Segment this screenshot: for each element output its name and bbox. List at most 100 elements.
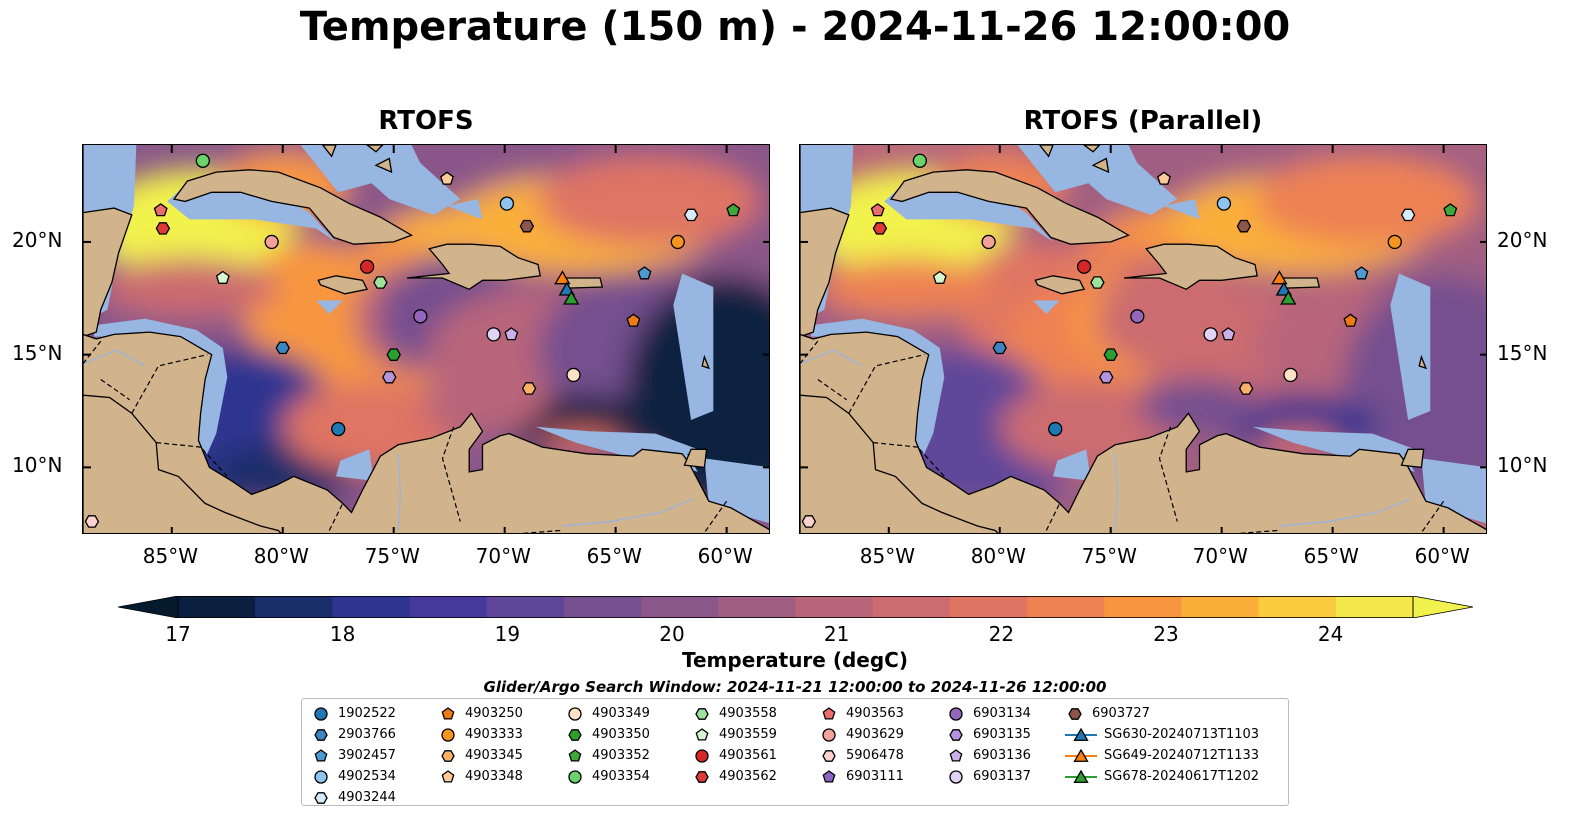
circle-marker-icon: [949, 769, 963, 784]
legend-label: 4903558: [719, 706, 777, 721]
legend-label: SG630-20240713T1103: [1104, 727, 1260, 742]
legend-entry: 3902457: [310, 745, 396, 766]
observation-marker-4903559: [932, 270, 947, 284]
hexagon-marker-icon: [568, 728, 582, 741]
land-bahamas-b: [366, 145, 384, 153]
country-border: [520, 529, 561, 533]
triangle-marker-icon: [1065, 769, 1097, 783]
legend-entry: 4903558: [691, 703, 777, 724]
y-tick-label-left: 15°N: [12, 340, 63, 365]
legend-entry: 6903111: [818, 766, 904, 787]
country-border: [100, 379, 130, 401]
observation-marker-4903244: [1400, 208, 1416, 222]
temperature-patch: [1137, 379, 1262, 434]
observation-marker-6903134: [413, 309, 428, 324]
observation-marker-4903561: [1076, 259, 1092, 274]
observation-marker-4903352: [1443, 203, 1458, 217]
circle-marker-icon: [441, 727, 455, 742]
observation-marker-2903766: [275, 341, 290, 355]
legend: 1902522 2903766 3902457 4902534 4903244 49032…: [301, 698, 1289, 806]
pentagon-marker-icon: [568, 748, 582, 762]
colorbar-under-arrow: [118, 596, 179, 618]
hexagon-marker-icon: [949, 728, 963, 741]
panel-title-rtofs: RTOFS: [378, 106, 474, 136]
land-bahamas-a: [321, 145, 337, 158]
x-tick-label: 60°W: [1414, 544, 1470, 568]
observation-marker-4903558: [1090, 276, 1105, 289]
legend-column: 4903250 4903333 4903345 4903348: [437, 703, 523, 787]
x-tick-label: 75°W: [364, 544, 420, 568]
temperature-patch: [100, 257, 279, 317]
shelf-pedro-bank: [1033, 300, 1060, 315]
river: [397, 453, 402, 531]
legend-entry: 4903350: [564, 724, 650, 745]
legend-entry: 4903352: [564, 745, 650, 766]
legend-label: 4903345: [465, 748, 523, 763]
country-border: [800, 340, 819, 365]
land-jamaica: [1034, 275, 1086, 295]
land-cuba: [889, 169, 1131, 245]
legend-entry: 4902534: [310, 766, 396, 787]
legend-label: 4903350: [592, 727, 650, 742]
land-lesser-antilles: [701, 354, 711, 370]
colorbar-tick-label: 20: [659, 622, 685, 646]
observation-marker-4903349: [566, 367, 581, 383]
observation-marker-4903563: [870, 203, 885, 217]
colorbar-segment: [1258, 596, 1337, 618]
observation-marker-6903136: [504, 327, 519, 341]
legend-column: 4903558 4903559 4903561 4903562: [691, 703, 777, 787]
legend-entry: 6903136: [945, 745, 1031, 766]
colorbar-segment: [872, 596, 951, 618]
observation-marker-4903558: [373, 276, 388, 289]
colorbar-tick-label: 18: [329, 622, 356, 646]
legend-entry: 4903354: [564, 766, 650, 787]
legend-entry: 6903727: [1064, 703, 1259, 724]
observation-marker-4903333: [670, 234, 685, 250]
legend-column: 6903727 SG630-20240713T1103 SG649-20240712…: [1064, 703, 1259, 787]
colorbar-tick-label: 17: [165, 622, 191, 646]
colorbar-segment: [1335, 596, 1414, 618]
colorbar-segment: [563, 596, 642, 618]
shelf-turks: [1164, 199, 1200, 220]
observation-marker-4903350: [386, 348, 401, 361]
legend-label: 3902457: [338, 748, 396, 763]
legend-label: 5906478: [846, 748, 904, 763]
legend-title: Glider/Argo Search Window: 2024-11-21 12…: [483, 678, 1107, 696]
hexagon-marker-icon: [314, 791, 328, 804]
circle-marker-icon: [568, 706, 582, 721]
legend-label: SG678-20240617T1202: [1104, 769, 1260, 784]
country-border: [131, 354, 208, 414]
x-tick-label: 70°W: [1192, 544, 1248, 568]
y-tick-label-right: 10°N: [1497, 453, 1548, 478]
legend-label: 4903562: [719, 769, 777, 784]
river: [800, 349, 863, 367]
colorbar-segment: [1181, 596, 1260, 618]
land-jamaica: [317, 275, 369, 295]
observation-marker-4903629: [981, 234, 996, 250]
observation-marker-4903350: [1103, 348, 1118, 361]
legend-entry: 5906478: [818, 745, 904, 766]
legend-label: 4903333: [465, 727, 523, 742]
legend-label: 6903135: [973, 727, 1031, 742]
country-border: [441, 426, 461, 522]
triangle-marker-icon: [1065, 727, 1097, 741]
observation-marker-3902457: [637, 266, 652, 280]
land-central-america: [800, 331, 1486, 533]
land-puerto-rico: [1280, 277, 1321, 289]
country-border: [1158, 426, 1178, 522]
land-trinidad: [683, 448, 708, 469]
shelf-gulf-darien: [1053, 449, 1091, 481]
observation-marker-4903333: [1387, 234, 1402, 250]
legend-entry: 6903137: [945, 766, 1031, 787]
colorbar-segment: [718, 596, 796, 618]
legend-entry: 4903349: [564, 703, 650, 724]
legend-label: 4903244: [338, 790, 396, 805]
land-yucatan: [800, 145, 850, 338]
pentagon-marker-icon: [822, 769, 836, 783]
colorbar-frame: [177, 596, 1414, 618]
observation-marker-6903136: [1221, 327, 1236, 341]
observation-marker-4903562: [155, 222, 171, 235]
hexagon-marker-icon: [441, 749, 455, 762]
legend-entry: 4903559: [691, 724, 777, 745]
land-bahamas-c: [1091, 157, 1110, 174]
